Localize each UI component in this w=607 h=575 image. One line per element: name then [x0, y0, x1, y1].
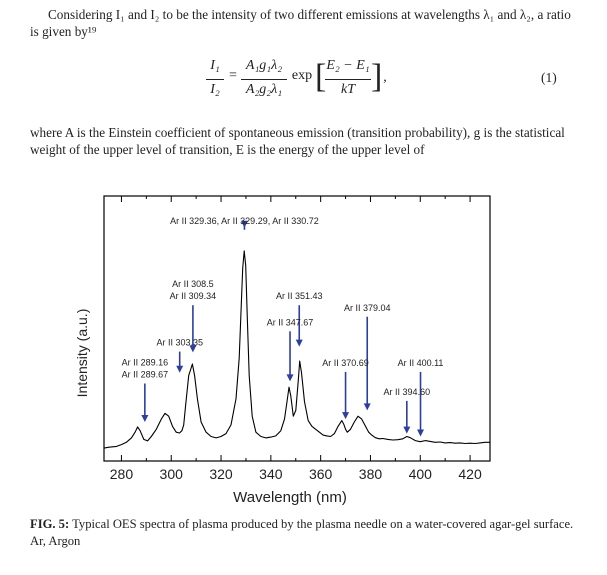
annotation-label: Ar II 309.34	[170, 291, 217, 301]
x-tick-label: 360	[309, 466, 333, 482]
annotation-arrowhead	[189, 345, 197, 353]
annotation-label: Ar II 289.67	[122, 370, 169, 380]
x-axis-title: Wavelength (nm)	[233, 489, 347, 506]
eq-exp-numerator: E₂ − E₁	[326, 58, 370, 73]
x-tick-label: 340	[259, 466, 283, 482]
annotation-arrowhead	[363, 403, 371, 411]
plot-frame	[103, 195, 491, 462]
x-tick-label: 280	[110, 466, 134, 482]
eq-left-bracket: [	[315, 58, 327, 95]
annotation-label: Ar II 351.43	[276, 291, 323, 301]
equation-number: (1)	[541, 70, 557, 85]
annotation-label: Ar II 329.36, Ar II 329.29, Ar II 330.72	[170, 216, 319, 226]
annotation-label: Ar II 303.35	[156, 338, 203, 348]
annotation-label: Ar II 370.69	[322, 358, 369, 368]
x-tick-label: 420	[458, 466, 482, 482]
axis-ticks: 280 300 320 340 360 380 400 420	[110, 196, 482, 482]
oes-spectrum-chart: 280 300 320 340 360 380 400 420 Ar II 329.36, A…	[74, 195, 491, 506]
annotation-arrowhead	[403, 426, 411, 434]
annotation-label: Ar II 347.67	[267, 317, 314, 327]
eq-right-bracket: ]	[371, 58, 383, 95]
x-tick-label: 300	[160, 466, 184, 482]
annotation-arrowhead	[286, 374, 294, 382]
annotation-label: Ar II 308.5	[172, 279, 214, 289]
x-tick-label: 400	[409, 466, 433, 482]
annotation-label: Ar II 400.11	[398, 358, 444, 368]
annotation-label: Ar II 394.60	[384, 387, 431, 397]
spectrum-line	[103, 250, 490, 449]
annotation-arrowhead	[240, 220, 248, 228]
figure-caption: FIG. 5: Typical OES spectra of plasma pr…	[30, 516, 580, 550]
plot-area	[103, 195, 491, 462]
annotation-label: Ar II 289.16	[122, 358, 169, 368]
annotation-arrowhead	[141, 415, 149, 422]
eq-lhs-numerator: I₁	[210, 58, 220, 73]
peak-annotations: Ar II 329.36, Ar II 329.29, Ar II 330.72…	[122, 216, 444, 437]
x-tick-label: 380	[359, 466, 383, 482]
annotation-label: Ar II 379.04	[344, 303, 391, 313]
eq-exp-fraction-bar	[325, 79, 371, 80]
annotation-arrowhead	[417, 429, 425, 437]
eq-lhs-denominator: I₂	[210, 82, 220, 97]
eq-mid-numerator: A₁g₁λ₂	[245, 58, 283, 73]
y-axis-title: Intensity (a.u.)	[74, 309, 90, 398]
eq-mid-fraction-bar	[241, 79, 287, 80]
annotation-arrowhead	[176, 365, 184, 373]
caption-label: FIG. 5:	[30, 517, 70, 531]
eq-lhs-fraction-bar	[206, 79, 224, 80]
eq-trailing-comma: ,	[383, 70, 387, 85]
eq-mid-denominator: A₂g₂λ₁	[245, 82, 283, 97]
eq-equals-sign: =	[229, 68, 237, 83]
annotation-arrowhead	[342, 412, 350, 420]
intro-paragraph: Considering I₁ and I₂ to be the intensit…	[30, 7, 571, 39]
annotation-arrowhead	[295, 339, 303, 347]
caption-text: Typical OES spectra of plasma produced b…	[30, 517, 574, 548]
equation: I₁ I₂ = A₁g₁λ₂ A₂g₂λ₁ exp [ E₂ − E₁ kT ]…	[205, 58, 455, 106]
eq-exp-denominator: kT	[341, 82, 355, 97]
x-tick-label: 320	[209, 466, 233, 482]
definition-paragraph: where A is the Einstein coefficient of s…	[30, 125, 565, 157]
eq-exp-label: exp	[291, 68, 313, 83]
